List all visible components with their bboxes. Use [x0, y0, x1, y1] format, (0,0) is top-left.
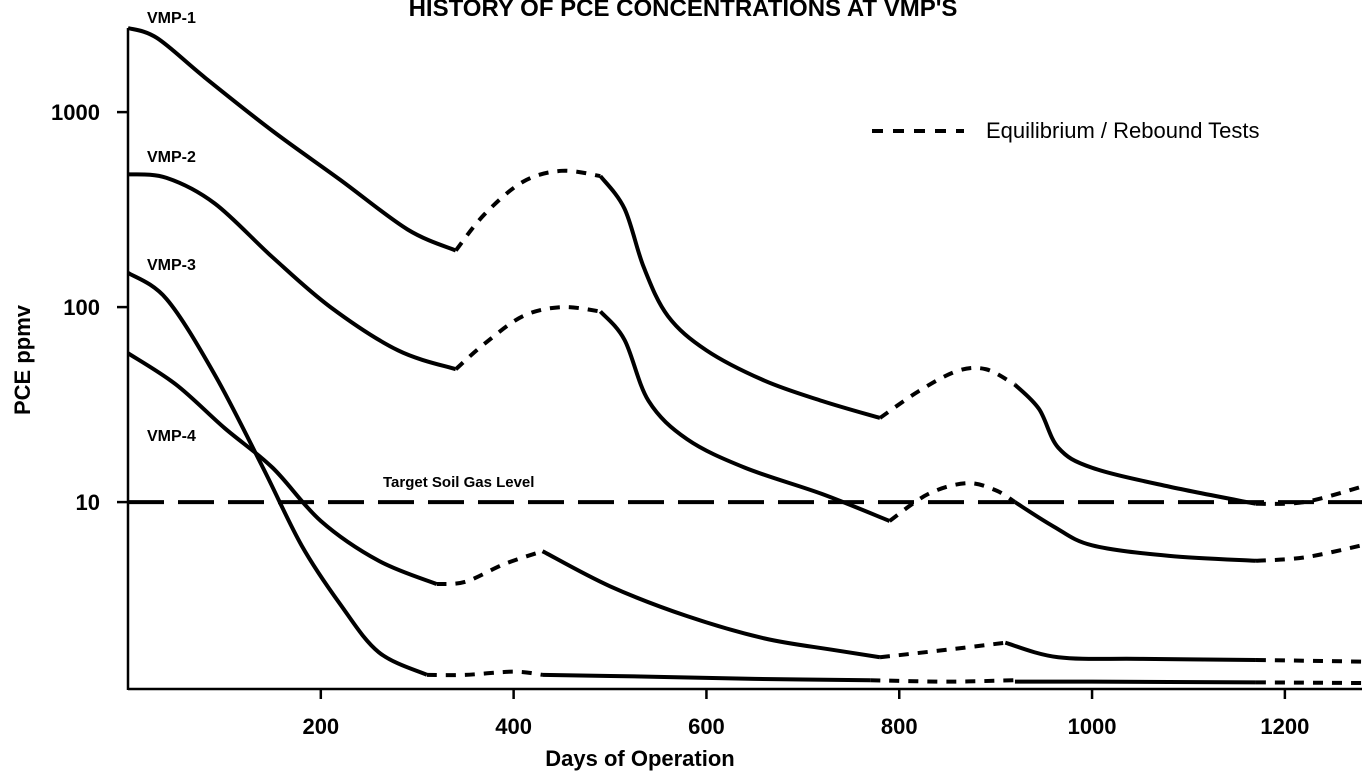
- series-vmp-3: [126, 271, 1363, 686]
- line-vmp-2-solid-4: [1013, 500, 1257, 563]
- y-tick-label-1000: 1000: [51, 100, 100, 125]
- line-vmp-1-dotted-1: [454, 168, 601, 252]
- x-axis-label: Days of Operation: [545, 746, 734, 771]
- line-vmp-4-dotted-5: [1255, 657, 1363, 664]
- line-vmp-3-dotted-1: [426, 669, 543, 678]
- y-axis-label: PCE ppmv: [10, 304, 35, 415]
- plot-lines: [126, 26, 1363, 686]
- line-vmp-3-solid-4: [1014, 679, 1256, 685]
- line-vmp-2-dotted-1: [454, 305, 601, 371]
- legend-label: Equilibrium / Rebound Tests: [986, 118, 1260, 143]
- line-vmp-4-solid-2: [541, 549, 881, 660]
- series-vmp-2: [127, 172, 1363, 563]
- series-label-vmp-3: VMP-3: [147, 257, 196, 274]
- line-vmp-2-solid-0: [127, 172, 457, 372]
- line-vmp-3-solid-0: [126, 271, 428, 677]
- line-vmp-4-solid-4: [1004, 640, 1256, 662]
- series-label-vmp-1: VMP-1: [147, 10, 196, 27]
- x-tick-label-800: 800: [881, 714, 918, 739]
- line-vmp-2-dotted-5: [1255, 543, 1363, 563]
- line-vmp-1-dotted-3: [878, 365, 1016, 420]
- line-vmp-3-dotted-5: [1255, 680, 1363, 686]
- y-tick-label-10: 10: [76, 490, 100, 515]
- line-vmp-1-solid-4: [1013, 383, 1257, 506]
- line-vmp-4-dotted-3: [879, 640, 1006, 660]
- x-tick-label-1000: 1000: [1068, 714, 1117, 739]
- line-vmp-1-solid-0: [127, 26, 457, 253]
- line-vmp-3-solid-2: [542, 672, 871, 683]
- y-ticks: 10 100 1000: [51, 100, 128, 515]
- line-vmp-4-dotted-1: [436, 549, 544, 587]
- chart-title: HISTORY OF PCE CONCENTRATIONS AT VMP'S: [409, 0, 958, 22]
- series-label-vmp-2: VMP-2: [147, 149, 196, 166]
- line-vmp-4-solid-0: [126, 351, 438, 586]
- series-label-vmp-4: VMP-4: [147, 428, 196, 445]
- legend: Equilibrium / Rebound Tests: [872, 118, 1260, 143]
- line-vmp-3-dotted-3: [870, 678, 1015, 684]
- x-ticks: 200 400 600 800 1000 1200: [302, 689, 1309, 739]
- x-tick-label-600: 600: [688, 714, 725, 739]
- series-vmp-1: [127, 26, 1363, 506]
- line-vmp-1-solid-2: [598, 174, 881, 420]
- series-vmp-4: [126, 351, 1363, 664]
- line-vmp-2-solid-2: [598, 310, 891, 523]
- target-level-label: Target Soil Gas Level: [383, 474, 534, 491]
- x-tick-label-1200: 1200: [1260, 714, 1309, 739]
- x-tick-label-400: 400: [495, 714, 532, 739]
- y-tick-label-100: 100: [63, 295, 100, 320]
- x-tick-label-200: 200: [302, 714, 339, 739]
